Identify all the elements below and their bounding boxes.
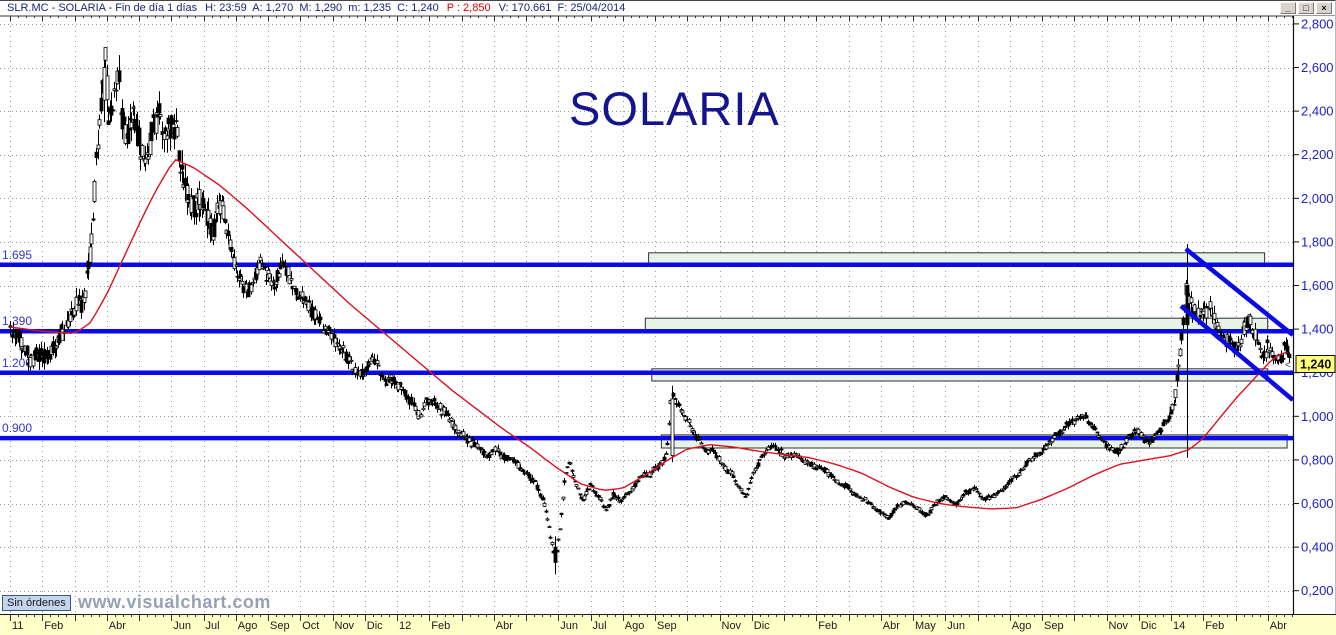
time-axis-label: Ago [624,620,645,632]
maximize-button[interactable]: □ [1298,2,1314,14]
time-axis-label: Feb [431,620,451,632]
time-axis-label: Dic [753,620,770,632]
candlestick-series [8,47,1292,575]
time-axis-label: Dic [1140,620,1157,632]
price-axis-label: 2,800 [1301,16,1334,31]
price-axis-label: 1,400 [1301,322,1334,337]
time-axis-label: Jun [947,620,965,632]
minimize-button[interactable]: _ [1280,2,1296,14]
level-label: 0.900 [2,421,32,435]
time-axis-label: Sep [1044,620,1064,632]
price-axis-label: 0,200 [1301,583,1334,598]
trendline-2[interactable] [1179,304,1295,402]
titlebar-ohlc: H: 23:59 A: 1,270 M: 1,290 m: 1,235 C: 1… [205,2,439,14]
price-axis-label: 2,000 [1301,191,1334,206]
visualchart-watermark: www.visualchart.com [78,592,271,612]
price-axis: 0,2000,4000,6000,8001,0001,2001,4001,600… [1292,16,1334,614]
time-axis-label: Abr [108,620,126,632]
time-axis-label: 12 [399,620,412,632]
time-axis-label: Feb [1205,620,1225,632]
time-axis-label: Dic [366,620,383,632]
trendline-1[interactable] [1184,247,1295,337]
close-button[interactable]: × [1316,2,1332,14]
price-axis-label: 1,800 [1301,234,1334,249]
price-axis-label: 0,800 [1301,452,1334,467]
time-axis-label: Feb [818,620,838,632]
time-ticks [0,16,1293,621]
level-label: 1.695 [2,248,32,262]
time-axis-label: May [915,620,936,632]
time-axis-label: Abr [882,620,900,632]
titlebar-period: P : 2,850 [446,2,491,14]
time-axis-label: Sep [657,620,677,632]
time-axis-label: 11 [12,620,24,632]
time-axis-label: 14 [1173,620,1186,632]
price-axis-label: 2,200 [1301,147,1334,162]
window-titlebar: SLR.MC - SOLARIA - Fin de día 1 días H: … [0,1,1335,16]
last-price-tag: <1,240 [1285,355,1336,373]
price-axis-label: 2,400 [1301,104,1334,119]
moving-average-line [9,158,1288,510]
svg-text:1,240: 1,240 [1300,358,1331,372]
price-axis-label: 2,600 [1301,60,1334,75]
titlebar-instrument: SLR.MC - SOLARIA - Fin de día 1 días [7,2,198,14]
time-axis-label: Sep [270,620,290,632]
level-label: 1.200 [2,356,32,370]
price-arrow-icon: < [1285,360,1291,371]
time-axis-label: Jul [205,620,220,632]
orders-status-badge[interactable]: Sin órdenes [2,595,71,611]
support-resistance-lines[interactable]: 1.695 1.390 1.200 0.900 [0,248,1293,441]
time-axis-label: Feb [44,620,64,632]
time-axis-label: Nov [721,620,742,632]
time-axis-label: Jul [592,620,607,632]
time-axis-label: Nov [334,620,355,632]
window-controls: _ □ × [1280,2,1332,14]
price-axis-label: 0,600 [1301,496,1334,511]
time-axis-label: Abr [1269,620,1287,632]
time-axis-label: Oct [302,620,320,632]
resistance-boxes[interactable] [644,252,1288,449]
time-axis-label: Ago [237,620,258,632]
level-label: 1.390 [2,314,32,328]
time-axis-label: Jun [560,620,578,632]
time-axis-label: Abr [495,620,513,632]
price-axis-label: 1,600 [1301,278,1334,293]
time-axis-label: Nov [1108,620,1129,632]
chart-title: SOLARIA [569,82,780,135]
price-axis-label: 0,400 [1301,540,1334,555]
time-axis-label: Ago [1011,620,1032,632]
price-axis-label: 1,000 [1301,409,1334,424]
time-axis-label: Jun [173,620,191,632]
titlebar-volume-date: V: 170.661 F: 25/04/2014 [498,2,626,14]
